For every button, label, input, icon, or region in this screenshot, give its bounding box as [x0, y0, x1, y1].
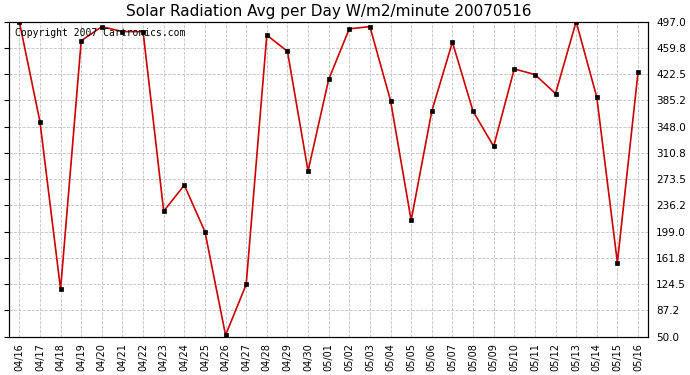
- Text: Copyright 2007 Cartronics.com: Copyright 2007 Cartronics.com: [15, 28, 186, 38]
- Title: Solar Radiation Avg per Day W/m2/minute 20070516: Solar Radiation Avg per Day W/m2/minute …: [126, 4, 531, 19]
